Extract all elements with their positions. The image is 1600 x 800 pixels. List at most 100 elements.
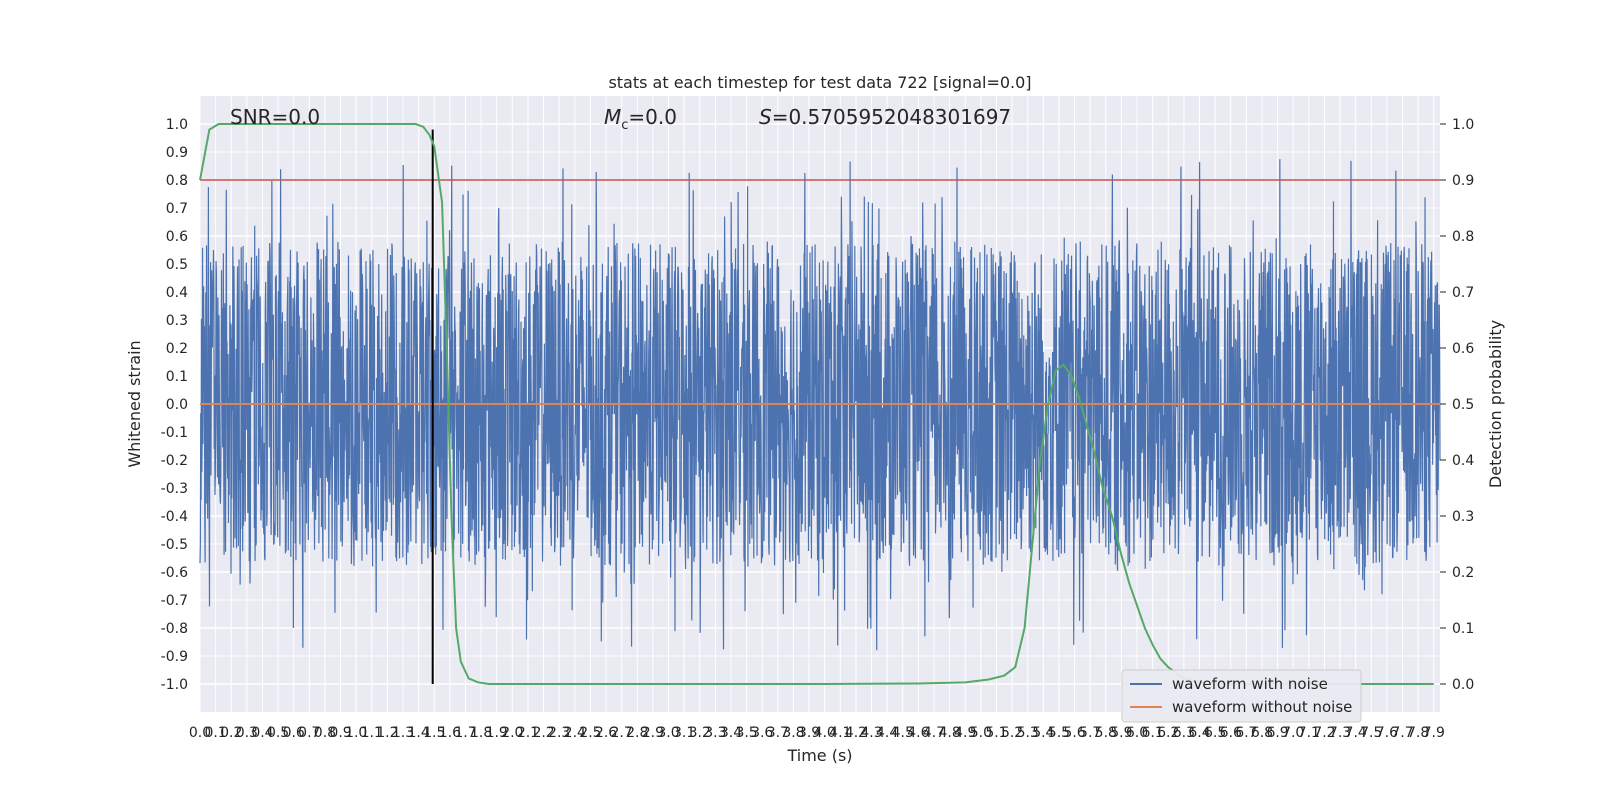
y-tick-label: -0.9 bbox=[161, 649, 188, 665]
y2-tick-label: 0.6 bbox=[1452, 341, 1474, 357]
x-tick-label: 6.1 bbox=[1142, 725, 1164, 741]
x-tick-label: 2.0 bbox=[501, 725, 523, 741]
x-tick-label: 7.6 bbox=[1376, 725, 1398, 741]
y2-tick-label: 0.3 bbox=[1452, 509, 1474, 525]
x-tick-label: 7.7 bbox=[1391, 725, 1413, 741]
y-tick-label: 0.0 bbox=[166, 397, 188, 413]
legend: waveform with noise waveform without noi… bbox=[1121, 669, 1362, 723]
x-tick-label: 7.1 bbox=[1298, 725, 1320, 741]
x-tick-label: 5.6 bbox=[1063, 725, 1085, 741]
x-tick-label: 0.4 bbox=[251, 725, 273, 741]
x-tick-label: 2.1 bbox=[517, 725, 539, 741]
x-tick-label: 1.3 bbox=[392, 725, 414, 741]
x-tick-label: 3.4 bbox=[720, 725, 742, 741]
x-tick-label: 1.1 bbox=[361, 725, 383, 741]
x-tick-label: 6.5 bbox=[1204, 725, 1226, 741]
x-tick-label: 4.0 bbox=[814, 725, 836, 741]
y-tick-label: -0.5 bbox=[161, 537, 188, 553]
x-tick-label: 0.3 bbox=[236, 725, 258, 741]
y-tick-label: 0.9 bbox=[166, 145, 188, 161]
y-tick-label: -0.2 bbox=[161, 453, 188, 469]
x-tick-label: 4.9 bbox=[954, 725, 976, 741]
x-tick-label: 6.2 bbox=[1157, 725, 1179, 741]
x-tick-label: 6.6 bbox=[1220, 725, 1242, 741]
y-axis-ticks: 1.0 0.9 0.8 0.7 0.6 0.5 0.4 0.3 0.2 0.1 0.0 -0.1 -0.… bbox=[161, 117, 188, 693]
y2-axis-label: Detection probability bbox=[1486, 320, 1505, 488]
x-tick-label: 7.3 bbox=[1329, 725, 1351, 741]
x-tick-label: 2.9 bbox=[642, 725, 664, 741]
x-tick-label: 3.0 bbox=[657, 725, 679, 741]
x-tick-label: 2.8 bbox=[626, 725, 648, 741]
chart-title: stats at each timestep for test data 722… bbox=[608, 73, 1031, 92]
x-tick-label: 3.3 bbox=[704, 725, 726, 741]
y2-tick-label: 0.9 bbox=[1452, 173, 1474, 189]
y-tick-label: 0.5 bbox=[166, 257, 188, 273]
x-tick-label: 7.9 bbox=[1423, 725, 1445, 741]
x-axis-ticks: 0.00.10.20.30.40.50.60.70.80.91.01.11.21… bbox=[189, 725, 1445, 741]
x-tick-label: 7.4 bbox=[1345, 725, 1367, 741]
y-tick-label: -0.7 bbox=[161, 593, 188, 609]
waveform-with-noise-series bbox=[199, 159, 1441, 651]
y-tick-label: 0.4 bbox=[166, 285, 188, 301]
x-tick-label: 4.2 bbox=[845, 725, 867, 741]
x-tick-label: 4.8 bbox=[938, 725, 960, 741]
x-tick-label: 4.1 bbox=[829, 725, 851, 741]
x-tick-label: 0.1 bbox=[204, 725, 226, 741]
x-tick-label: 0.0 bbox=[189, 725, 211, 741]
x-tick-label: 5.7 bbox=[1079, 725, 1101, 741]
y-tick-label: -0.4 bbox=[161, 509, 188, 525]
x-tick-label: 6.9 bbox=[1266, 725, 1288, 741]
y2-tick-label: 0.4 bbox=[1452, 453, 1474, 469]
x-tick-label: 0.5 bbox=[267, 725, 289, 741]
y2-axis-ticks: 1.0 0.9 0.8 0.7 0.6 0.5 0.4 0.3 0.2 0.1 0.0 bbox=[1440, 117, 1474, 693]
y-tick-label: 0.6 bbox=[166, 229, 188, 245]
x-tick-label: 7.2 bbox=[1313, 725, 1335, 741]
y-axis-label: Whitened strain bbox=[125, 340, 144, 467]
y-tick-label: -0.3 bbox=[161, 481, 188, 497]
x-tick-label: 2.7 bbox=[611, 725, 633, 741]
x-tick-label: 4.4 bbox=[876, 725, 898, 741]
x-tick-label: 1.0 bbox=[345, 725, 367, 741]
x-tick-label: 4.5 bbox=[892, 725, 914, 741]
legend-label-waveform-with-noise: waveform with noise bbox=[1172, 675, 1328, 693]
x-tick-label: 7.0 bbox=[1282, 725, 1304, 741]
waveform-with-noise-line bbox=[199, 159, 1441, 651]
y2-tick-label: 0.5 bbox=[1452, 397, 1474, 413]
x-tick-label: 0.6 bbox=[283, 725, 305, 741]
legend-label-waveform-without-noise: waveform without noise bbox=[1172, 698, 1352, 716]
x-tick-label: 7.5 bbox=[1360, 725, 1382, 741]
x-tick-label: 5.5 bbox=[1048, 725, 1070, 741]
y2-tick-label: 1.0 bbox=[1452, 117, 1474, 133]
x-tick-label: 1.6 bbox=[439, 725, 461, 741]
x-tick-label: 3.2 bbox=[689, 725, 711, 741]
x-tick-label: 6.7 bbox=[1235, 725, 1257, 741]
x-tick-label: 3.7 bbox=[767, 725, 789, 741]
y2-tick-label: 0.7 bbox=[1452, 285, 1474, 301]
x-tick-label: 5.2 bbox=[1001, 725, 1023, 741]
y-tick-label: -1.0 bbox=[161, 677, 188, 693]
x-tick-label: 1.5 bbox=[423, 725, 445, 741]
x-tick-label: 1.9 bbox=[486, 725, 508, 741]
x-tick-label: 4.3 bbox=[860, 725, 882, 741]
x-tick-label: 6.4 bbox=[1188, 725, 1210, 741]
legend-box bbox=[1121, 669, 1362, 723]
mc-annotation: Mc=0.0 bbox=[604, 105, 677, 133]
x-tick-label: 3.1 bbox=[673, 725, 695, 741]
y-tick-label: 0.2 bbox=[166, 341, 188, 357]
x-tick-label: 6.3 bbox=[1173, 725, 1195, 741]
x-axis-label: Time (s) bbox=[786, 746, 852, 765]
x-tick-label: 5.1 bbox=[985, 725, 1007, 741]
x-tick-label: 1.7 bbox=[454, 725, 476, 741]
x-tick-label: 1.4 bbox=[408, 725, 430, 741]
x-tick-label: 5.3 bbox=[1017, 725, 1039, 741]
y2-tick-label: 0.1 bbox=[1452, 621, 1474, 637]
x-tick-label: 3.6 bbox=[751, 725, 773, 741]
snr-annotation: SNR=0.0 bbox=[230, 105, 320, 129]
y-tick-label: -0.8 bbox=[161, 621, 188, 637]
x-tick-label: 0.9 bbox=[329, 725, 351, 741]
x-tick-label: 1.8 bbox=[470, 725, 492, 741]
y-tick-label: 0.3 bbox=[166, 313, 188, 329]
y2-tick-label: 0.0 bbox=[1452, 677, 1474, 693]
x-tick-label: 4.6 bbox=[907, 725, 929, 741]
